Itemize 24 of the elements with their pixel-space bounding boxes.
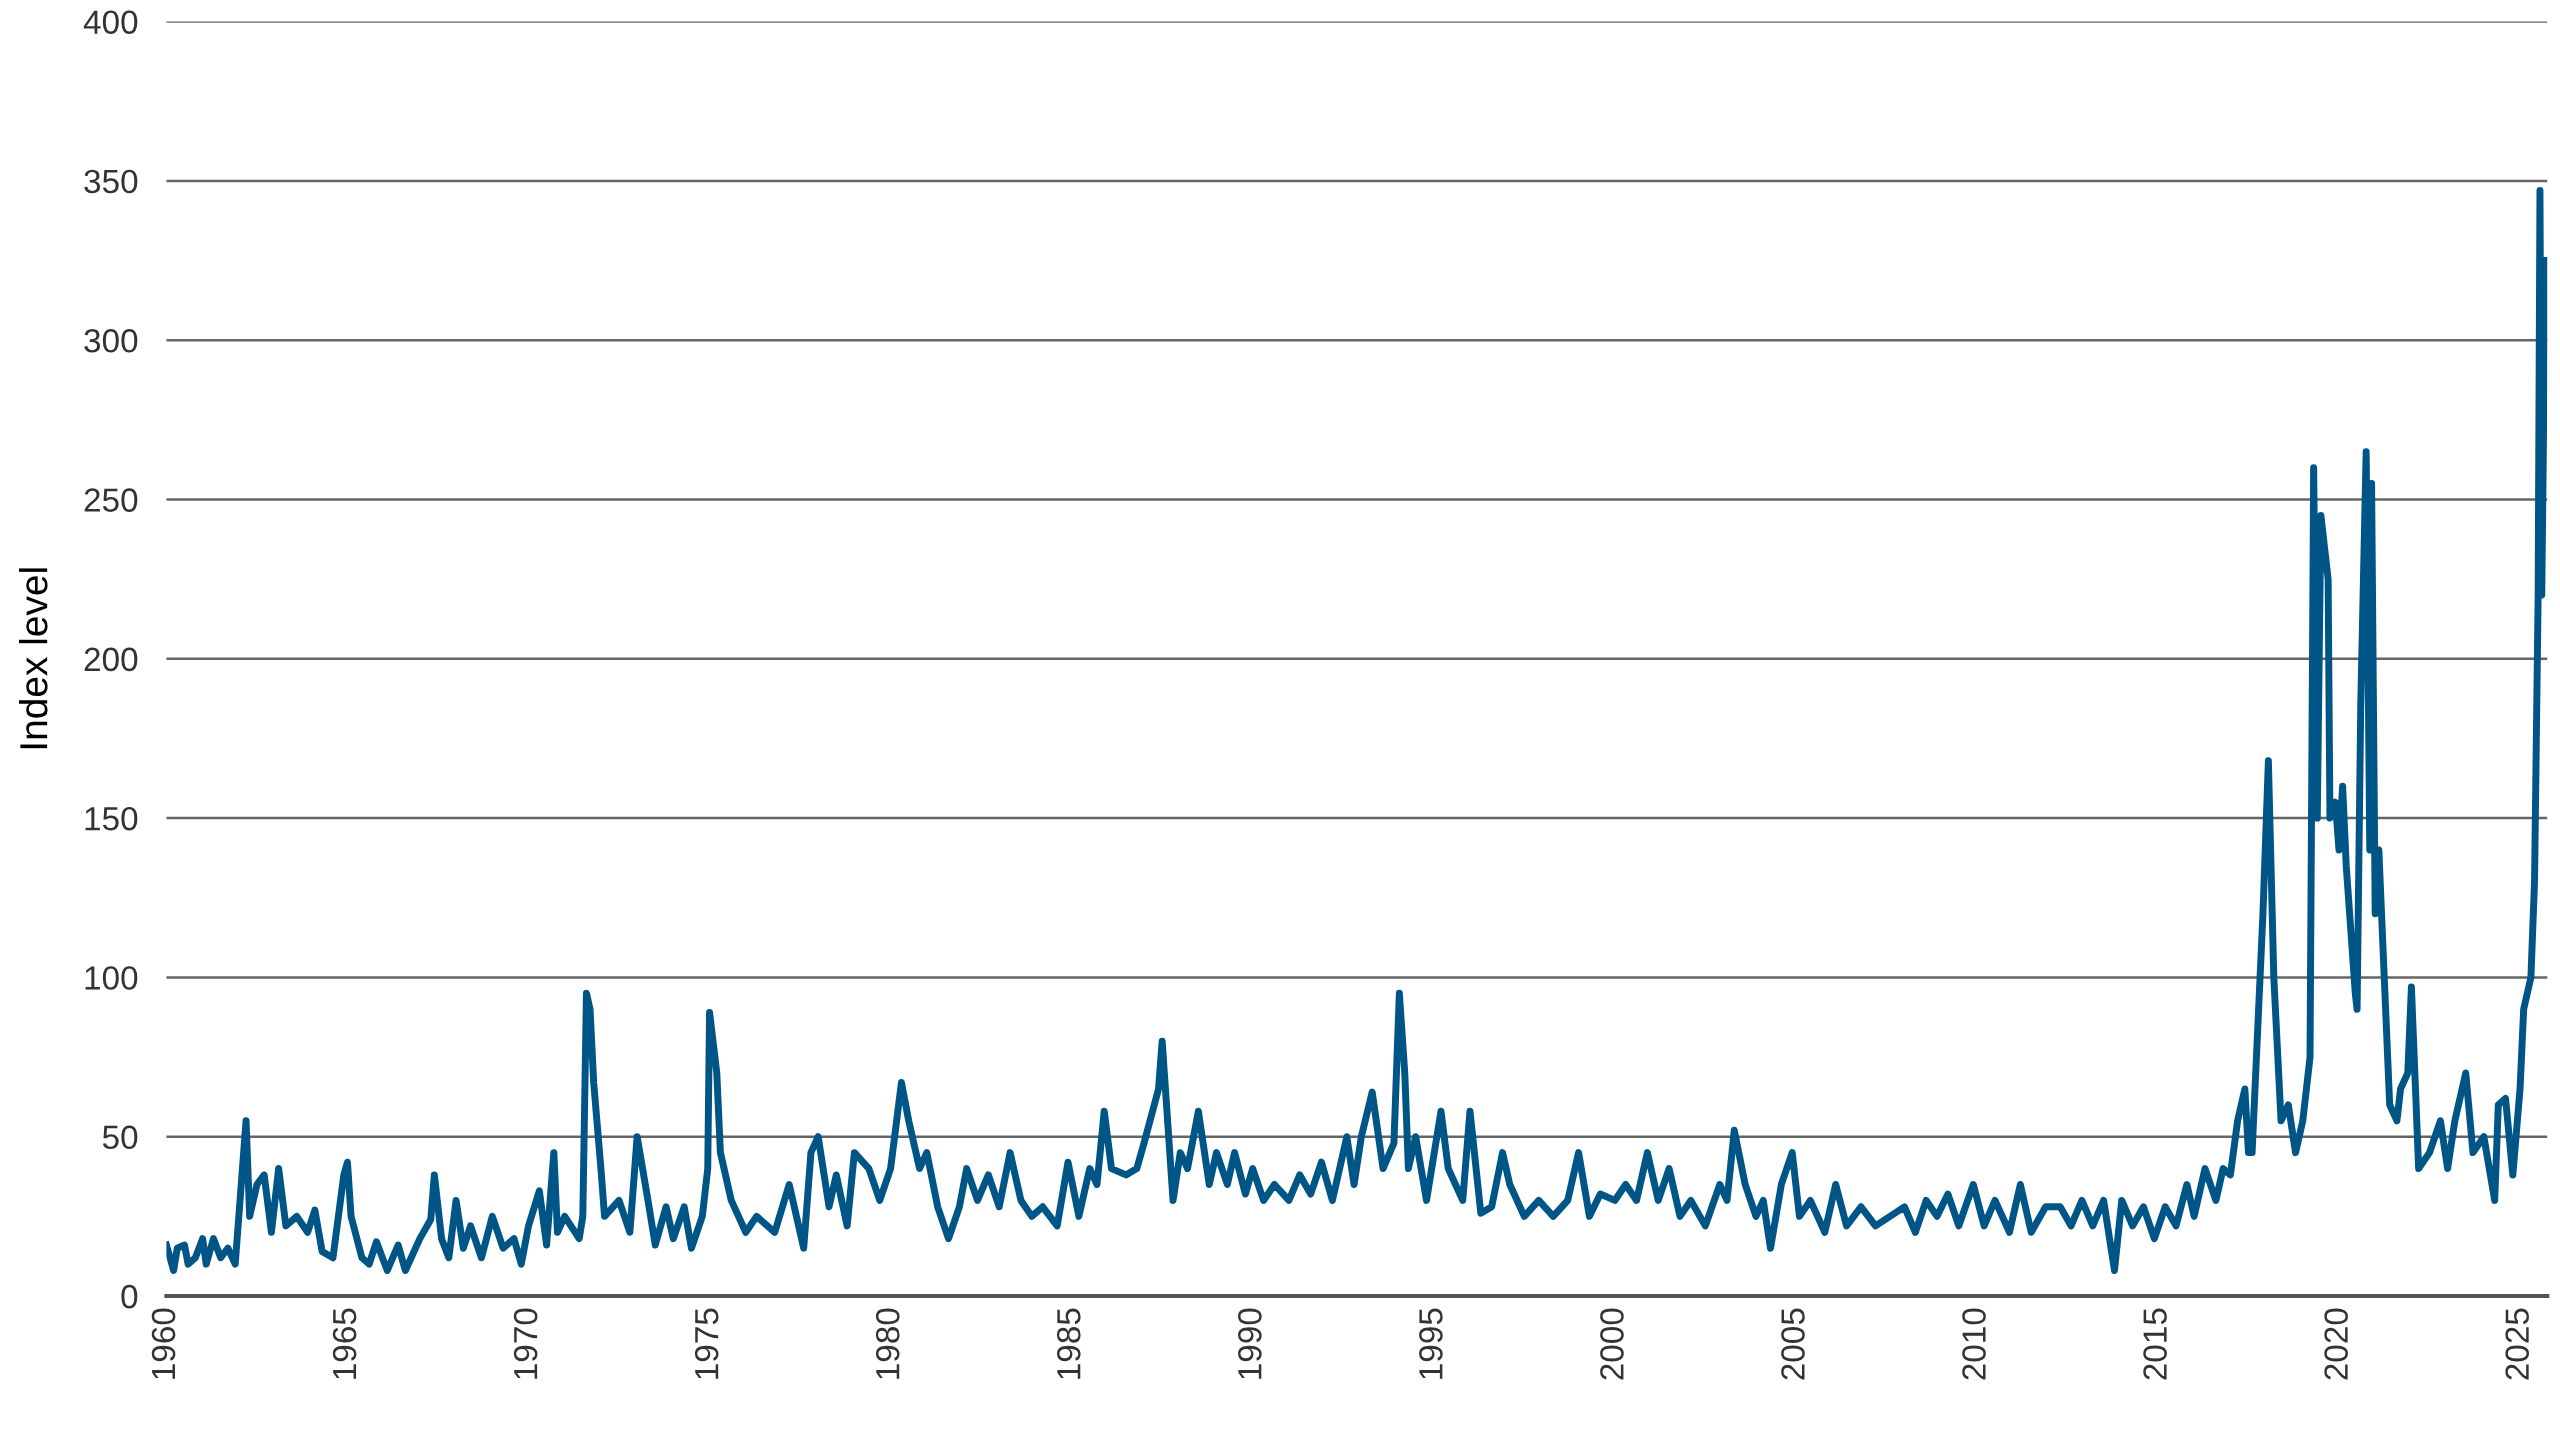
y-tick-label: 200 xyxy=(84,647,138,672)
x-tick-label: 1975 xyxy=(694,1308,719,1379)
x-tick-label: 2005 xyxy=(1781,1308,1805,1380)
y-tick-label: 50 xyxy=(102,1125,138,1150)
x-tick-label: 2010 xyxy=(1962,1308,1986,1380)
y-tick-label: 400 xyxy=(83,10,138,35)
y-tick-label: 300 xyxy=(84,329,138,353)
x-tick-label: 1990 xyxy=(1238,1308,1262,1379)
x-tick-label: 1970 xyxy=(513,1308,538,1379)
y-tick-label: 100 xyxy=(85,966,138,990)
x-tick-label: 2000 xyxy=(1600,1308,1624,1380)
x-tick-label: 2015 xyxy=(2143,1308,2167,1380)
y-tick-label: 250 xyxy=(84,488,138,512)
y-tick-label: 150 xyxy=(85,806,138,831)
y-axis-title: Index level xyxy=(18,568,48,749)
x-tick-label: 2025 xyxy=(2505,1308,2529,1380)
x-tick-label: 1980 xyxy=(875,1308,900,1379)
x-tick-label: 1995 xyxy=(1419,1308,1443,1379)
x-tick-label: 2020 xyxy=(2324,1308,2348,1380)
x-tick-label: 1960 xyxy=(151,1308,176,1379)
y-tick-label: 350 xyxy=(84,169,138,194)
x-tick-label: 1985 xyxy=(1056,1308,1081,1379)
x-tick-label: 1965 xyxy=(332,1308,357,1379)
y-tick-label: 0 xyxy=(121,1284,138,1309)
